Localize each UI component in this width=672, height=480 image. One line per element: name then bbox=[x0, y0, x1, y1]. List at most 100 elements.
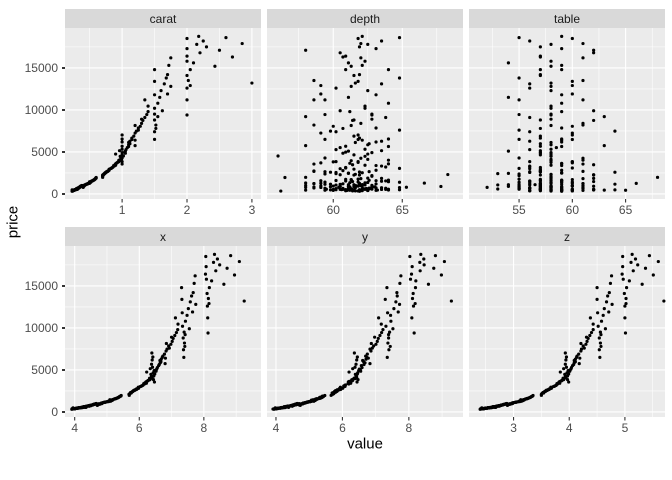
data-point bbox=[570, 83, 574, 88]
data-point bbox=[379, 176, 384, 180]
data-point bbox=[592, 109, 596, 113]
data-point bbox=[549, 42, 553, 46]
data-point bbox=[201, 39, 205, 43]
data-point bbox=[387, 348, 391, 352]
data-point bbox=[173, 333, 177, 338]
data-point bbox=[386, 341, 390, 345]
data-point bbox=[570, 131, 574, 135]
data-point bbox=[584, 335, 589, 339]
facet-y: y 4 6 8 bbox=[267, 227, 463, 443]
data-point bbox=[538, 126, 542, 131]
data-point bbox=[591, 322, 595, 326]
data-point bbox=[538, 169, 542, 173]
data-point bbox=[538, 55, 542, 59]
data-point bbox=[595, 285, 599, 290]
data-point bbox=[623, 188, 628, 192]
data-point bbox=[304, 115, 308, 119]
data-point bbox=[387, 330, 392, 334]
data-point bbox=[363, 154, 367, 158]
data-point bbox=[560, 101, 564, 105]
facet-carat: carat 1 2 3 bbox=[65, 9, 261, 225]
data-point bbox=[356, 160, 360, 164]
data-point bbox=[603, 327, 608, 331]
data-point bbox=[120, 137, 124, 141]
data-point bbox=[517, 156, 521, 160]
data-point bbox=[120, 133, 124, 137]
x-tick-label: 4 bbox=[273, 421, 280, 435]
data-point bbox=[275, 406, 279, 410]
data-point bbox=[592, 188, 596, 192]
data-point bbox=[355, 372, 359, 376]
x-tick-label: 8 bbox=[201, 421, 208, 435]
data-point bbox=[120, 151, 124, 155]
data-point bbox=[324, 187, 328, 191]
data-point bbox=[117, 158, 121, 162]
data-point bbox=[180, 297, 184, 301]
data-point bbox=[148, 376, 152, 380]
data-point bbox=[538, 144, 542, 148]
data-point bbox=[206, 331, 210, 335]
data-point bbox=[151, 378, 156, 382]
data-point bbox=[581, 344, 585, 348]
y-tick-label: 5000 bbox=[31, 144, 58, 159]
data-point bbox=[528, 86, 532, 90]
data-point bbox=[156, 101, 160, 105]
data-point bbox=[528, 147, 532, 152]
y-tick-label: 10000 bbox=[24, 320, 58, 335]
data-point bbox=[602, 144, 606, 148]
data-point bbox=[334, 183, 338, 187]
data-point bbox=[357, 170, 362, 174]
data-point bbox=[570, 92, 574, 96]
data-point bbox=[143, 115, 147, 120]
data-point bbox=[384, 165, 388, 169]
data-point bbox=[370, 174, 374, 178]
data-point bbox=[624, 301, 628, 306]
data-point bbox=[352, 73, 356, 78]
panel-background bbox=[65, 28, 261, 199]
data-point bbox=[152, 130, 157, 134]
data-point bbox=[159, 360, 163, 364]
data-point bbox=[533, 183, 537, 187]
data-point bbox=[570, 166, 574, 170]
data-point bbox=[409, 272, 414, 276]
data-point bbox=[501, 403, 505, 407]
data-point bbox=[217, 48, 222, 52]
data-point bbox=[506, 183, 511, 187]
data-point bbox=[419, 252, 423, 256]
data-point bbox=[633, 257, 638, 261]
data-point bbox=[338, 167, 342, 171]
data-point bbox=[163, 356, 168, 360]
points-layer bbox=[271, 252, 453, 411]
data-point bbox=[162, 352, 167, 356]
data-point bbox=[432, 266, 436, 270]
data-point bbox=[602, 188, 606, 192]
facet-panel-z: 3 4 5 bbox=[469, 246, 666, 435]
data-point bbox=[328, 170, 333, 174]
data-point bbox=[197, 34, 201, 38]
data-point bbox=[623, 304, 627, 308]
data-point bbox=[613, 182, 617, 186]
data-point bbox=[92, 178, 96, 182]
data-point bbox=[352, 167, 356, 171]
data-point bbox=[80, 405, 84, 409]
data-point bbox=[422, 257, 426, 261]
data-point bbox=[399, 274, 403, 278]
data-point bbox=[609, 274, 614, 278]
data-point bbox=[592, 179, 596, 184]
data-point bbox=[356, 137, 360, 142]
data-point bbox=[133, 123, 137, 128]
facet-strip-label: table bbox=[553, 11, 581, 26]
facet-strip: x bbox=[65, 227, 261, 246]
data-point bbox=[191, 291, 195, 295]
data-point bbox=[344, 166, 348, 170]
data-point bbox=[112, 163, 116, 168]
data-point bbox=[319, 179, 323, 183]
data-point bbox=[159, 89, 163, 93]
data-point bbox=[506, 171, 511, 175]
data-point bbox=[218, 263, 222, 267]
data-point bbox=[304, 144, 308, 148]
points-layer bbox=[70, 252, 246, 411]
data-point bbox=[621, 264, 625, 269]
data-point bbox=[631, 269, 635, 273]
